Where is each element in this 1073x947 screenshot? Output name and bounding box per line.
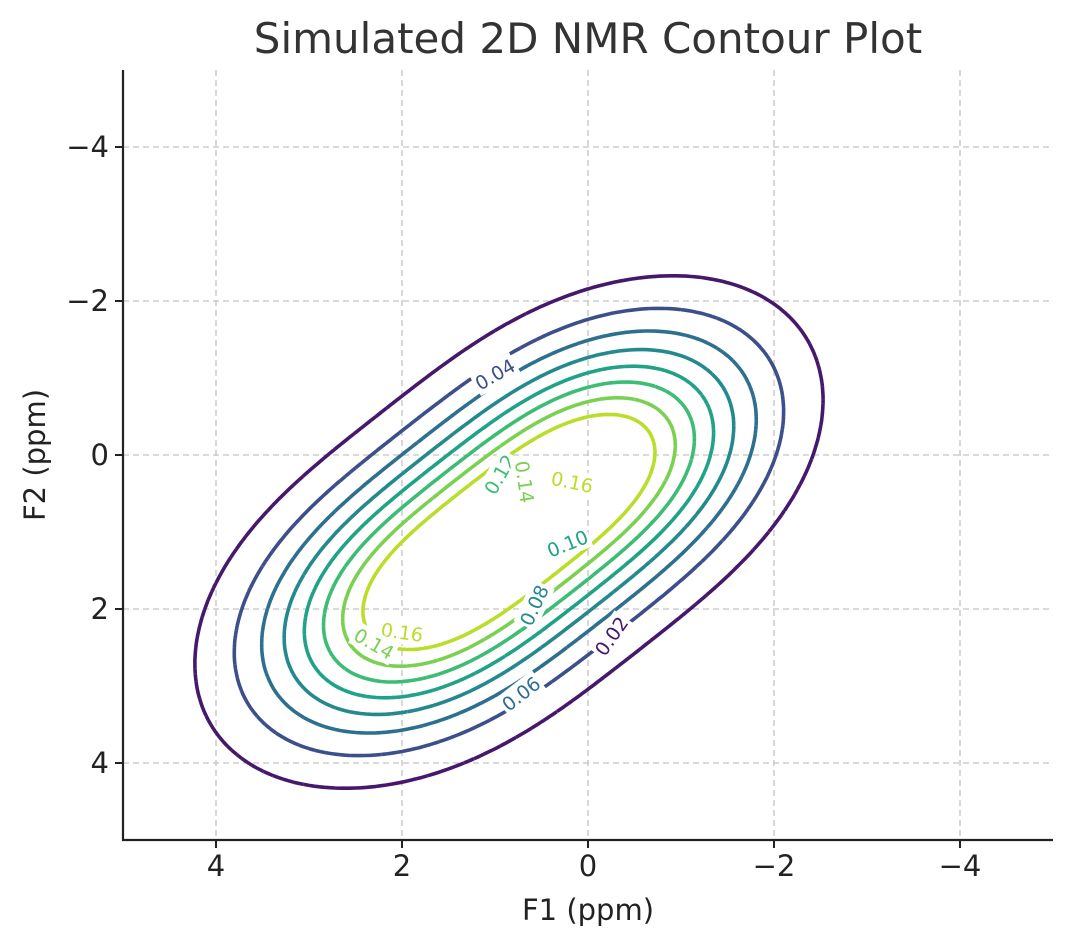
contour-label-bg xyxy=(513,579,555,632)
contour-label-bg xyxy=(509,457,540,507)
y-tick-label: 4 xyxy=(91,746,109,780)
contour-label: 0.02 xyxy=(588,610,635,662)
x-tick-label: −4 xyxy=(939,849,982,883)
contour-labels: 0.040.120.14 0.160.100.080.060.020.160.14 xyxy=(348,352,635,718)
contour-label-bg xyxy=(495,670,547,718)
x-axis-label: F1 (ppm) xyxy=(522,893,654,927)
y-tick-label: 0 xyxy=(91,438,109,472)
grid xyxy=(123,70,1053,840)
contour-label-bg xyxy=(348,621,401,666)
x-tick-label: 2 xyxy=(393,849,411,883)
x-tick-label: 4 xyxy=(207,849,225,883)
chart-title: Simulated 2D NMR Contour Plot xyxy=(254,14,922,63)
contour-level-0.02 xyxy=(193,274,825,790)
y-tick-label: 2 xyxy=(91,592,109,626)
contour-label-bg xyxy=(547,465,598,499)
contour-level-0.04 xyxy=(232,306,786,758)
contour-label: 0.08 xyxy=(513,579,555,632)
contour-label-text: 0.10 xyxy=(544,526,591,562)
contour-level-0.12 xyxy=(321,380,697,684)
contour-label: 0.10 xyxy=(541,523,594,564)
contour-label-bg xyxy=(588,610,635,662)
contour-label-bg xyxy=(469,352,521,397)
contour-lines xyxy=(193,274,825,790)
contour-level-0.14 xyxy=(340,396,678,668)
contour-label: 0.16 xyxy=(547,465,598,499)
contour-level-0.08 xyxy=(282,347,736,717)
contour-label-bg xyxy=(541,523,594,564)
y-tick-label: −4 xyxy=(66,130,109,164)
contour-label-text: 0.14 xyxy=(510,460,538,505)
x-tick-label: 0 xyxy=(579,849,597,883)
x-tick-label: −2 xyxy=(753,849,796,883)
contour-level-0.10 xyxy=(302,364,716,700)
y-tick-label: −2 xyxy=(66,284,109,318)
contour-label: 0.14 xyxy=(509,457,540,507)
y-axis-label: F2 (ppm) xyxy=(18,389,52,521)
axes: 4 2 0 −2 −4 −4 −2 0 2 4 xyxy=(66,70,1053,883)
contour-level-0.06 xyxy=(259,329,759,735)
contour-label: 0.06 xyxy=(495,670,547,718)
contour-label: 0.04 xyxy=(469,352,521,397)
